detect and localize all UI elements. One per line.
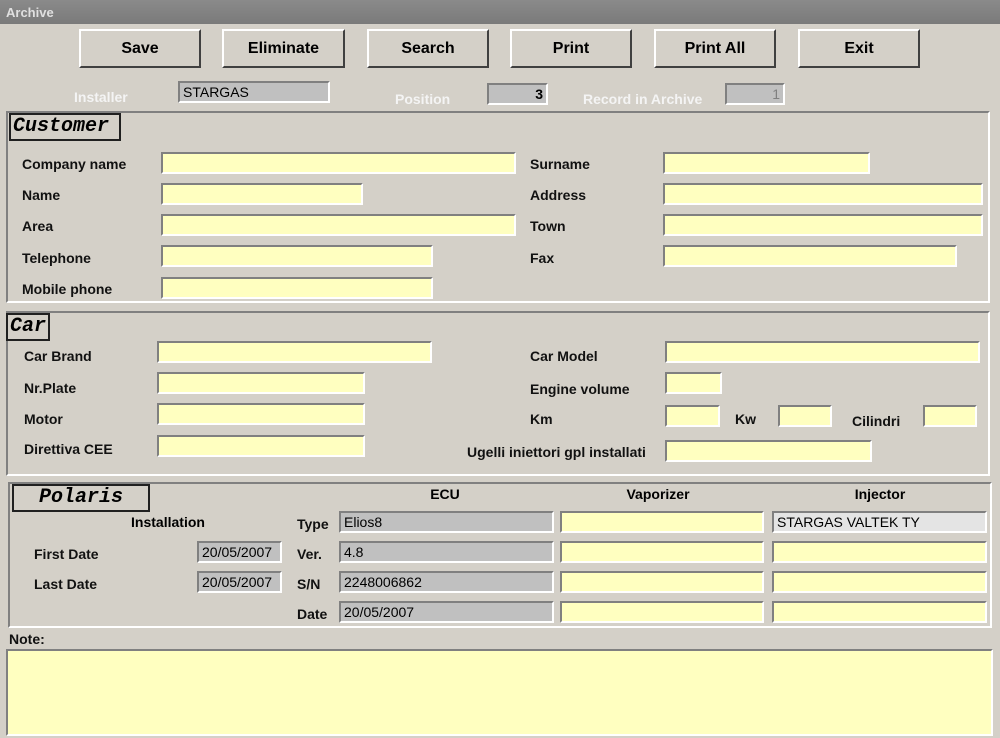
car-legend: Car bbox=[6, 313, 50, 341]
ver-label: Ver. bbox=[297, 546, 322, 562]
car-brand-label: Car Brand bbox=[24, 348, 92, 364]
vaporizer-sn-field[interactable] bbox=[560, 571, 764, 593]
address-label: Address bbox=[530, 187, 587, 203]
address-field[interactable] bbox=[663, 183, 983, 205]
direttiva-cee-field[interactable] bbox=[157, 435, 365, 457]
name-field[interactable] bbox=[161, 183, 363, 205]
last-date-label: Last Date bbox=[34, 576, 98, 592]
window-title: Archive bbox=[0, 0, 1000, 24]
town-label: Town bbox=[530, 218, 566, 234]
car-model-field[interactable] bbox=[665, 341, 980, 363]
vaporizer-date-field[interactable] bbox=[560, 601, 764, 623]
injector-sn-field[interactable] bbox=[772, 571, 987, 593]
mobile-phone-field[interactable] bbox=[161, 277, 433, 299]
direttiva-cee-label: Direttiva CEE bbox=[24, 441, 113, 457]
position-field[interactable]: 3 bbox=[487, 83, 548, 105]
last-date-field[interactable]: 20/05/2007 bbox=[197, 571, 282, 593]
ecu-type-field[interactable]: Elios8 bbox=[339, 511, 554, 533]
exit-button[interactable]: Exit bbox=[798, 29, 920, 68]
mobile-phone-label: Mobile phone bbox=[22, 281, 113, 297]
vaporizer-type-field[interactable] bbox=[560, 511, 764, 533]
km-label: Km bbox=[530, 411, 553, 427]
telephone-field[interactable] bbox=[161, 245, 433, 267]
surname-label: Surname bbox=[530, 156, 590, 172]
eliminate-button[interactable]: Eliminate bbox=[222, 29, 345, 68]
engine-volume-label: Engine volume bbox=[530, 381, 630, 397]
record-in-archive-field[interactable]: 1 bbox=[725, 83, 785, 105]
injector-date-field[interactable] bbox=[772, 601, 987, 623]
note-textarea[interactable] bbox=[6, 649, 993, 736]
engine-volume-field[interactable] bbox=[665, 372, 722, 394]
ecu-date-field[interactable]: 20/05/2007 bbox=[339, 601, 554, 623]
car-brand-field[interactable] bbox=[157, 341, 432, 363]
first-date-label: First Date bbox=[34, 546, 99, 562]
customer-legend: Customer bbox=[9, 113, 121, 141]
name-label: Name bbox=[22, 187, 61, 203]
polaris-group bbox=[8, 482, 992, 628]
installation-header: Installation bbox=[131, 514, 205, 530]
kw-field[interactable] bbox=[778, 405, 832, 427]
fax-label: Fax bbox=[530, 250, 555, 266]
search-button[interactable]: Search bbox=[367, 29, 489, 68]
injector-type-field[interactable]: STARGAS VALTEK TY bbox=[772, 511, 987, 533]
fax-field[interactable] bbox=[663, 245, 957, 267]
vaporizer-ver-field[interactable] bbox=[560, 541, 764, 563]
record-in-archive-label: Record in Archive bbox=[583, 91, 703, 107]
ecu-sn-field[interactable]: 2248006862 bbox=[339, 571, 554, 593]
note-label: Note: bbox=[9, 631, 45, 647]
motor-field[interactable] bbox=[157, 403, 365, 425]
injector-ver-field[interactable] bbox=[772, 541, 987, 563]
customer-group bbox=[6, 111, 990, 303]
cilindri-label: Cilindri bbox=[852, 413, 901, 429]
type-label: Type bbox=[297, 516, 329, 532]
car-group bbox=[6, 311, 990, 476]
ecu-header: ECU bbox=[430, 486, 460, 502]
injector-header: Injector bbox=[854, 486, 906, 502]
ecu-ver-field[interactable]: 4.8 bbox=[339, 541, 554, 563]
town-field[interactable] bbox=[663, 214, 983, 236]
kw-label: Kw bbox=[735, 411, 756, 427]
company-name-label: Company name bbox=[22, 156, 127, 172]
motor-label: Motor bbox=[24, 411, 63, 427]
save-button[interactable]: Save bbox=[79, 29, 201, 68]
polaris-legend: Polaris bbox=[12, 484, 150, 512]
print-button[interactable]: Print bbox=[510, 29, 632, 68]
car-model-label: Car Model bbox=[530, 348, 598, 364]
ugelli-label: Ugelli iniettori gpl installati bbox=[467, 444, 646, 460]
cilindri-field[interactable] bbox=[923, 405, 977, 427]
area-label: Area bbox=[22, 218, 54, 234]
sn-label: S/N bbox=[297, 576, 321, 592]
ugelli-field[interactable] bbox=[665, 440, 872, 462]
installer-field[interactable]: STARGAS bbox=[178, 81, 330, 103]
area-field[interactable] bbox=[161, 214, 516, 236]
installer-label: Installer bbox=[74, 89, 128, 105]
company-name-field[interactable] bbox=[161, 152, 516, 174]
print-all-button[interactable]: Print All bbox=[654, 29, 776, 68]
first-date-field[interactable]: 20/05/2007 bbox=[197, 541, 282, 563]
position-label: Position bbox=[395, 91, 451, 107]
nr-plate-field[interactable] bbox=[157, 372, 365, 394]
vaporizer-header: Vaporizer bbox=[626, 486, 690, 502]
date-label: Date bbox=[297, 606, 328, 622]
km-field[interactable] bbox=[665, 405, 720, 427]
nr-plate-label: Nr.Plate bbox=[24, 380, 77, 396]
surname-field[interactable] bbox=[663, 152, 870, 174]
telephone-label: Telephone bbox=[22, 250, 91, 266]
